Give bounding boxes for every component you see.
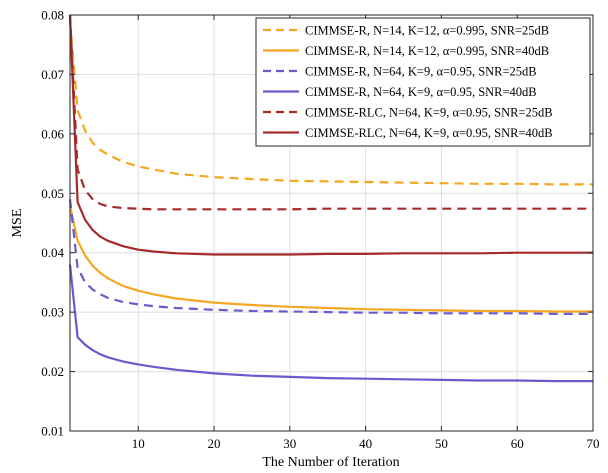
x-tick-label: 70 [587, 436, 600, 451]
x-tick-label: 20 [208, 436, 221, 451]
legend-box [255, 17, 591, 147]
y-tick-labels: 0.01 0.02 0.03 0.04 0.05 0.06 0.07 0.08 [41, 8, 64, 439]
series-lines [68, 14, 593, 383]
legend: CIMMSE-R, N=14, K=12, α=0.995, SNR=25dB C… [255, 17, 591, 147]
x-tick-label: 40 [359, 436, 372, 451]
y-tick-label: 0.02 [41, 364, 64, 379]
legend-entry-label: CIMMSE-RLC, N=64, K=9, α=0.95, SNR=25dB [305, 106, 553, 120]
y-tick-label: 0.07 [41, 67, 64, 82]
y-tick-label: 0.04 [41, 245, 64, 260]
x-tick-label: 60 [511, 436, 524, 451]
y-tick-label: 0.01 [41, 424, 64, 439]
y-axis-label: MSE [10, 209, 25, 238]
x-tick-label: 10 [132, 436, 145, 451]
x-tick-label: 50 [435, 436, 448, 451]
legend-entry-label: CIMMSE-R, N=64, K=9, α=0.95, SNR=25dB [305, 65, 537, 79]
plot-frame [69, 14, 594, 432]
x-tick-label: 30 [283, 436, 296, 451]
y-tick-label: 0.06 [41, 126, 64, 141]
x-tick-labels: 10 20 30 40 50 60 70 [132, 436, 600, 451]
series-line-6 [68, 14, 593, 256]
series-line-4 [68, 264, 593, 383]
x-axis-label: The Number of Iteration [262, 455, 399, 470]
y-tick-label: 0.05 [41, 186, 64, 201]
legend-entry-label: CIMMSE-RLC, N=64, K=9, α=0.95, SNR=40dB [305, 126, 553, 140]
series-line-2 [68, 204, 593, 313]
legend-entry-label: CIMMSE-R, N=64, K=9, α=0.95, SNR=40dB [305, 85, 537, 99]
legend-entry-label: CIMMSE-R, N=14, K=12, α=0.995, SNR=25dB [305, 24, 549, 38]
legend-entry-label: CIMMSE-R, N=14, K=12, α=0.995, SNR=40dB [305, 44, 549, 58]
y-tick-label: 0.03 [41, 305, 64, 320]
y-tick-label: 0.08 [41, 8, 64, 23]
series-line-3 [68, 199, 593, 315]
